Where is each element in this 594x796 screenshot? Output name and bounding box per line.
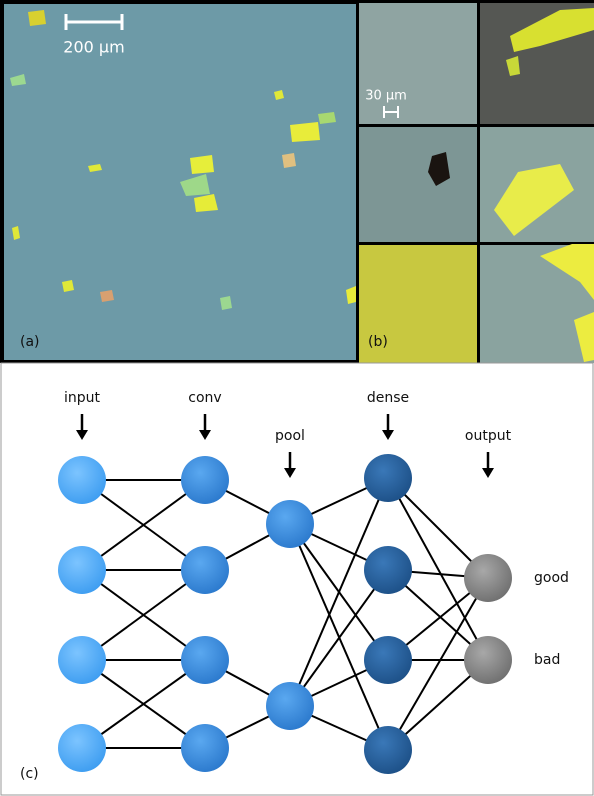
neuron [464, 636, 512, 684]
connection [387, 577, 489, 751]
neuron [364, 546, 412, 594]
connection [289, 477, 389, 707]
layer-label: conv [188, 390, 221, 406]
arrow-head [199, 430, 211, 440]
neuron [266, 682, 314, 730]
scale-bar-label: 30 µm [365, 89, 407, 104]
scale-bar-label: 200 µm [63, 38, 124, 57]
neuron [58, 724, 106, 772]
panel-b: 30 µm (b) [356, 0, 594, 363]
network: input conv pool dense output good bad [58, 390, 569, 774]
layer-label: pool [275, 428, 305, 444]
neuron [58, 546, 106, 594]
neuron [266, 500, 314, 548]
neuron [181, 724, 229, 772]
neuron [58, 456, 106, 504]
neuron [364, 726, 412, 774]
neuron [364, 454, 412, 502]
panel-label: (a) [20, 334, 40, 350]
output-label: good [534, 570, 569, 586]
neuron [464, 554, 512, 602]
arrow-head [382, 430, 394, 440]
panel-label: (b) [368, 334, 388, 350]
output-label: bad [534, 652, 560, 668]
neuron [181, 456, 229, 504]
connection [81, 569, 206, 661]
panel-label: (c) [20, 766, 39, 782]
neuron [364, 636, 412, 684]
neuron [58, 636, 106, 684]
arrow-head [76, 430, 88, 440]
connection [387, 477, 489, 661]
arrow-head [482, 468, 494, 478]
arrow-head [284, 468, 296, 478]
neuron [181, 546, 229, 594]
layer-label: dense [367, 390, 409, 406]
panel-a: 200 µm (a) [0, 0, 358, 363]
connection [81, 659, 206, 749]
layer-label: input [64, 390, 101, 406]
neuron [181, 636, 229, 684]
connection [81, 479, 206, 571]
layer-label: output [465, 428, 512, 444]
connection [289, 569, 389, 707]
